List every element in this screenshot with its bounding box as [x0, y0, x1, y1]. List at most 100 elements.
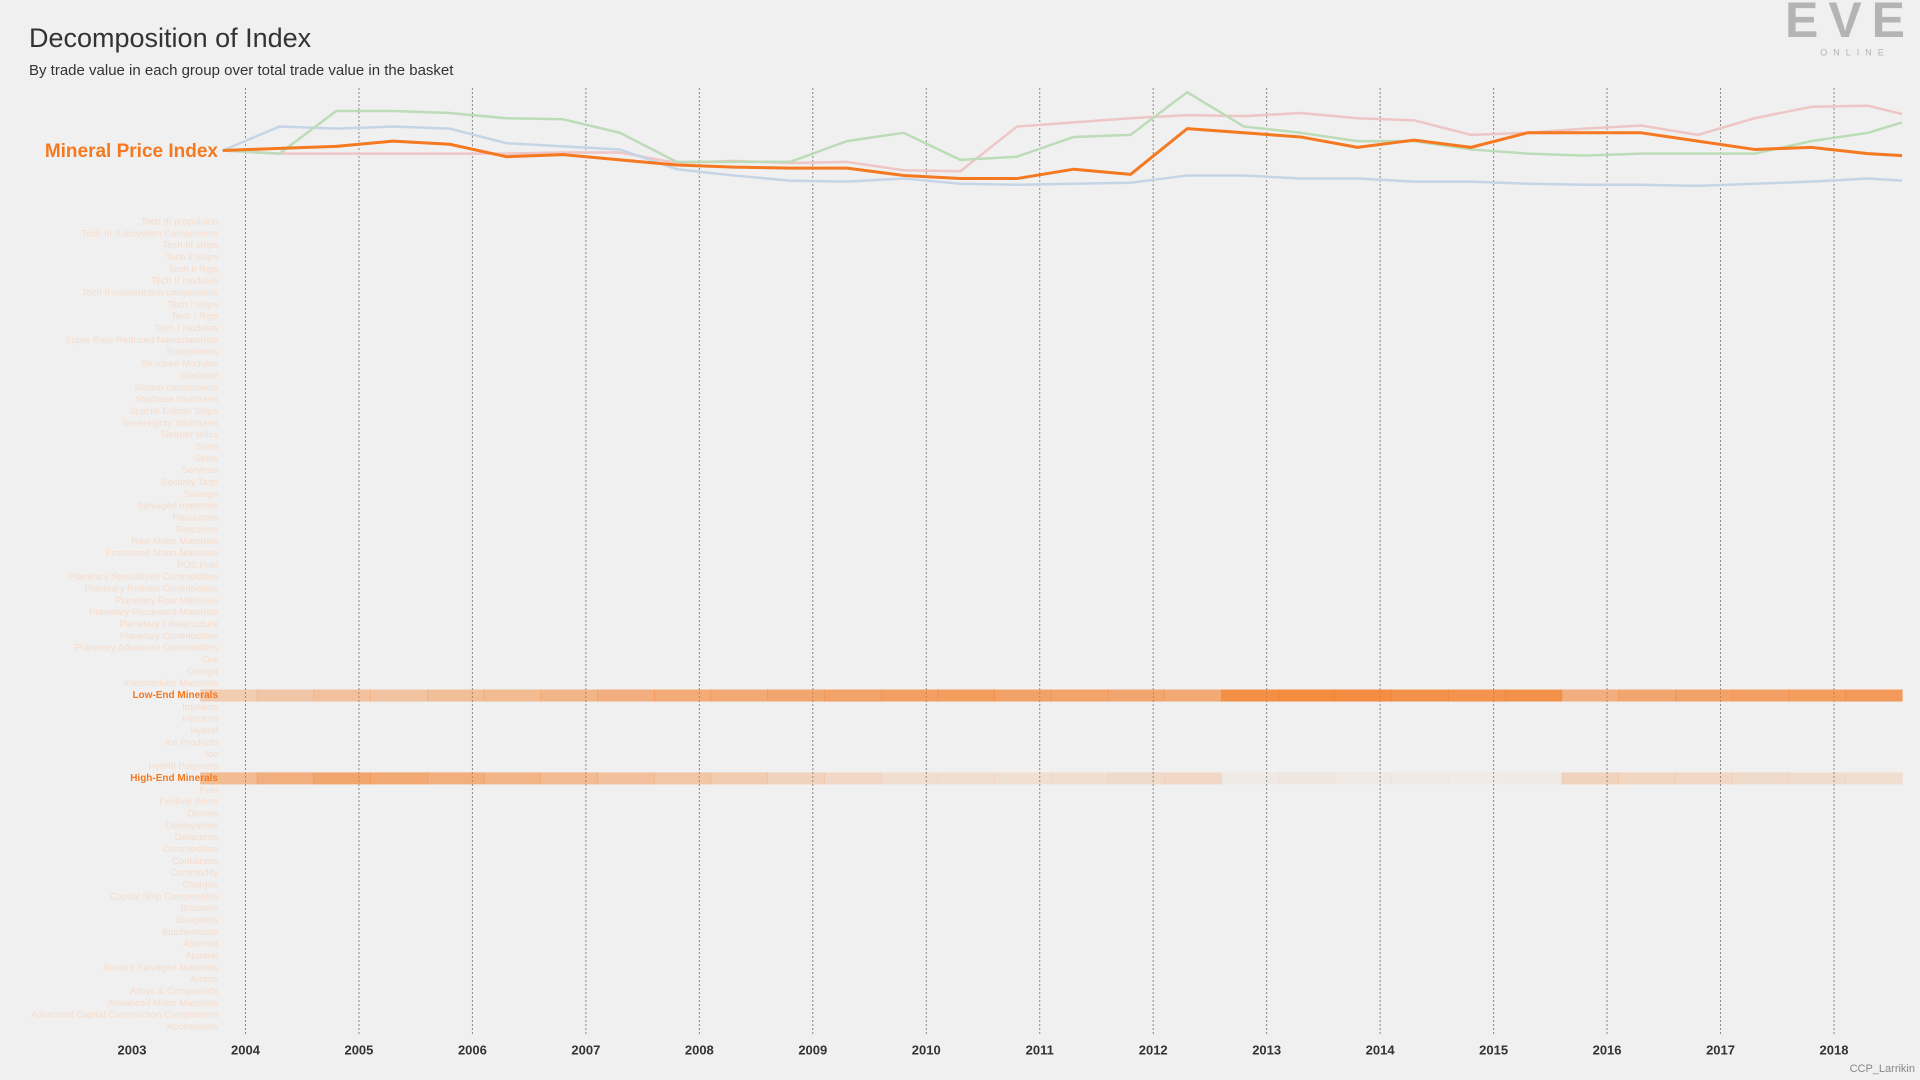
- heat-cell: [1334, 689, 1392, 702]
- row-label: Security Tags: [161, 477, 218, 488]
- heat-cell: [427, 689, 485, 702]
- row-label: Apparel: [185, 950, 218, 961]
- row-label: Advanced Moon Materials: [108, 998, 218, 1009]
- heat-cell: [653, 772, 712, 785]
- series-line: [222, 127, 1903, 181]
- row-label: Super Rare Reduced Nanomaterials: [65, 335, 218, 346]
- row-label: Containers: [172, 856, 218, 867]
- row-label: Tech I modules: [154, 323, 218, 334]
- heat-cell: [1051, 689, 1109, 702]
- credit: CCP_Larrikin: [1850, 1063, 1915, 1075]
- row-label: Reactions: [176, 524, 218, 535]
- row-label: Boosters: [181, 903, 219, 914]
- row-label: Tech II modules: [151, 276, 218, 287]
- row-label: Planetary Specialized Commodities: [69, 572, 219, 583]
- heat-cell: [880, 689, 939, 702]
- row-label: Sleeper relics: [160, 430, 218, 441]
- row-label: Tech III propulsion: [141, 217, 218, 228]
- row-label: Salvage: [184, 489, 218, 500]
- heat-cell: [937, 689, 995, 702]
- heat-cell: [597, 772, 655, 785]
- series-line: [222, 104, 1903, 173]
- heat-cell: [994, 772, 1052, 785]
- heat-cell: [540, 772, 598, 785]
- row-label: Planetary Processed Materials: [89, 607, 218, 618]
- heat-cell: [256, 772, 315, 785]
- row-label: Ore: [202, 655, 218, 666]
- heat-cell: [313, 689, 371, 702]
- heat-cell: [824, 689, 882, 702]
- heat-cell: [994, 689, 1052, 702]
- heat-cell: [256, 689, 315, 702]
- heat-cell: [937, 772, 995, 785]
- heat-cell: [1391, 689, 1449, 702]
- heat-cell: [1107, 772, 1166, 785]
- heat-cell: [200, 772, 258, 785]
- row-label: Processed Moon Materials: [106, 548, 219, 559]
- row-label: Biochemicals: [162, 927, 218, 938]
- heat-cell: [710, 689, 768, 702]
- row-label: Skins: [195, 453, 218, 464]
- row-label: Skills: [196, 441, 218, 452]
- logo-title: EVE: [1785, 0, 1915, 48]
- row-label: Intermediate Materials: [124, 678, 218, 689]
- row-label: Accessories: [167, 1022, 218, 1033]
- heat-cell: [1278, 689, 1336, 702]
- x-tick-label: 2006: [458, 1042, 487, 1057]
- heat-cell: [200, 689, 258, 702]
- row-label: Drones: [187, 808, 218, 819]
- row-label: Tech III Subsystem Components: [81, 228, 218, 239]
- x-tick-label: 2013: [1252, 1042, 1281, 1057]
- row-label: Asteroid: [183, 939, 218, 950]
- heat-cell: [1164, 689, 1222, 702]
- row-label: Raw Moon Materials: [131, 536, 218, 547]
- heat-cell: [824, 772, 882, 785]
- series-label: Mineral Price Index: [45, 141, 219, 162]
- row-label: Omega: [187, 666, 219, 677]
- row-label: POS Fuel: [177, 560, 218, 571]
- row-label: Hybrid: [191, 726, 218, 737]
- heat-cell: [1107, 689, 1166, 702]
- heat-cell: [880, 772, 939, 785]
- row-label: Planetary Infrastructure: [119, 619, 218, 630]
- row-label: High-End Minerals: [130, 773, 218, 784]
- row-label: Ice Products: [165, 737, 218, 748]
- heat-cell: [1618, 772, 1676, 785]
- row-label: Tech III ships: [163, 240, 219, 251]
- row-label: Sovereignty Structures: [122, 418, 218, 429]
- heat-cell: [1731, 689, 1790, 702]
- row-label: Low-End Minerals: [132, 690, 218, 701]
- heat-cell: [540, 689, 598, 702]
- x-tick-label: 2016: [1593, 1042, 1622, 1057]
- heat-cell: [1845, 772, 1903, 785]
- x-tick-label: 2008: [685, 1042, 714, 1057]
- row-label: Implants: [182, 702, 218, 713]
- chart-subtitle: By trade value in each group over total …: [29, 62, 454, 79]
- heat-cell: [1278, 772, 1336, 785]
- row-label: Hybrid Polymers: [148, 761, 218, 772]
- heat-cell: [653, 689, 712, 702]
- row-label: Advanced Capital Construction Components: [31, 1010, 218, 1021]
- heat-cell: [1334, 772, 1392, 785]
- row-label: Ammo: [191, 974, 218, 985]
- row-label: Alloys & Compounds: [130, 986, 218, 997]
- heat-cell: [767, 772, 825, 785]
- heat-cell: [597, 689, 655, 702]
- x-tick-label: 2015: [1479, 1042, 1508, 1057]
- row-label: Datacores: [175, 832, 219, 843]
- row-label: Station components: [134, 382, 218, 393]
- row-label: Charges: [182, 879, 218, 890]
- row-label: Starbase structures: [136, 394, 219, 405]
- row-label: Fuel: [200, 785, 218, 796]
- heat-cell: [1448, 772, 1506, 785]
- row-label: Special Edition Ships: [129, 406, 218, 417]
- heat-cell: [1504, 689, 1563, 702]
- heat-cell: [1504, 772, 1563, 785]
- row-label: Ice: [205, 749, 218, 760]
- x-tick-label: 2009: [798, 1042, 827, 1057]
- x-tick-label: 2017: [1706, 1042, 1735, 1057]
- x-tick-label: 2012: [1139, 1042, 1168, 1057]
- row-label: Injectors: [182, 714, 218, 725]
